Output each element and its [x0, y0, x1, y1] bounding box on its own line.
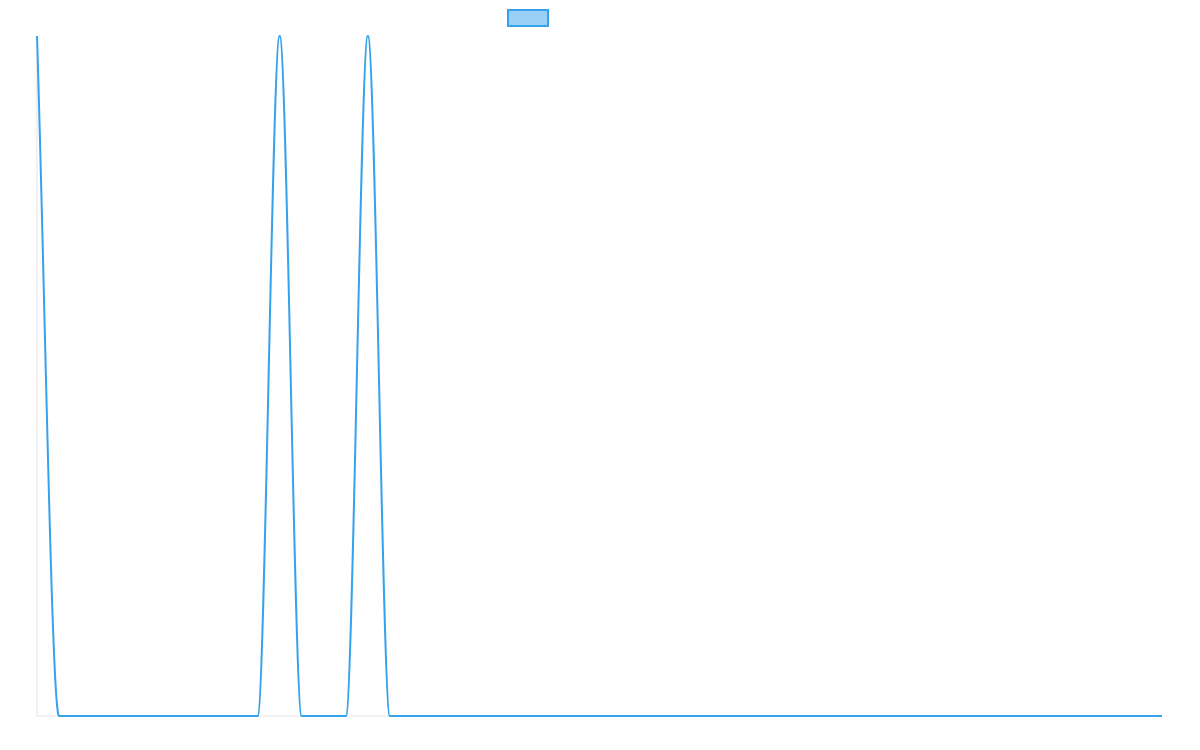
data-point-31[interactable]: [718, 713, 724, 719]
data-point-24[interactable]: [563, 713, 569, 719]
data-point-48[interactable]: [1093, 713, 1099, 719]
data-point-3[interactable]: [100, 713, 106, 719]
data-point-2[interactable]: [78, 713, 84, 719]
data-point-5[interactable]: [144, 713, 150, 719]
data-point-39[interactable]: [894, 713, 900, 719]
data-point-6[interactable]: [166, 713, 172, 719]
series-line-0: [36, 34, 1162, 717]
data-point-34[interactable]: [784, 713, 790, 719]
data-point-25[interactable]: [585, 713, 591, 719]
data-point-29[interactable]: [674, 713, 680, 719]
data-point-10[interactable]: [255, 713, 261, 719]
data-point-22[interactable]: [519, 713, 525, 719]
data-point-43[interactable]: [983, 713, 989, 719]
data-point-49[interactable]: [1115, 713, 1121, 719]
data-point-17[interactable]: [409, 713, 415, 719]
data-point-45[interactable]: [1027, 713, 1033, 719]
data-point-20[interactable]: [475, 713, 481, 719]
data-point-9[interactable]: [233, 713, 239, 719]
data-point-46[interactable]: [1049, 713, 1055, 719]
data-point-47[interactable]: [1071, 713, 1077, 719]
data-point-26[interactable]: [608, 713, 614, 719]
data-point-13[interactable]: [321, 713, 327, 719]
series-layer: [34, 33, 1165, 719]
data-point-30[interactable]: [696, 713, 702, 719]
data-point-38[interactable]: [872, 713, 878, 719]
data-point-14[interactable]: [343, 713, 349, 719]
data-point-21[interactable]: [497, 713, 503, 719]
data-point-19[interactable]: [453, 713, 459, 719]
data-point-1[interactable]: [56, 713, 62, 719]
data-point-36[interactable]: [828, 713, 834, 719]
data-point-37[interactable]: [850, 713, 856, 719]
data-point-15[interactable]: [365, 33, 371, 39]
data-point-18[interactable]: [431, 713, 437, 719]
data-point-23[interactable]: [541, 713, 547, 719]
legend[interactable]: [507, 9, 549, 27]
data-point-41[interactable]: [938, 713, 944, 719]
data-point-27[interactable]: [630, 713, 636, 719]
data-point-35[interactable]: [806, 713, 812, 719]
legend-swatch[interactable]: [507, 9, 549, 27]
data-point-8[interactable]: [210, 713, 216, 719]
data-point-28[interactable]: [652, 713, 658, 719]
data-point-40[interactable]: [916, 713, 922, 719]
data-point-4[interactable]: [122, 713, 128, 719]
data-point-11[interactable]: [277, 33, 283, 39]
data-point-7[interactable]: [188, 713, 194, 719]
data-point-0[interactable]: [34, 33, 40, 39]
data-point-33[interactable]: [762, 713, 768, 719]
data-point-16[interactable]: [387, 713, 393, 719]
data-point-51[interactable]: [1159, 713, 1165, 719]
data-point-12[interactable]: [299, 713, 305, 719]
axes: [36, 36, 1162, 717]
data-point-44[interactable]: [1005, 713, 1011, 719]
data-point-32[interactable]: [740, 713, 746, 719]
data-point-42[interactable]: [960, 713, 966, 719]
data-point-50[interactable]: [1137, 713, 1143, 719]
